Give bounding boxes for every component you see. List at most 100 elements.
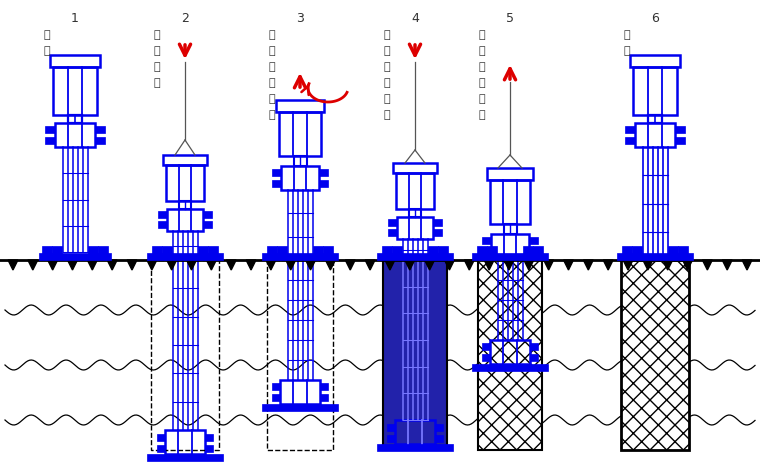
Polygon shape [445,260,454,270]
Bar [490,340,530,364]
Text: 5: 5 [506,12,514,25]
Bar [272,394,280,401]
Bar [281,166,319,190]
Bar [53,67,97,115]
Bar [393,163,437,173]
Text: 预: 预 [154,30,160,40]
Text: 1: 1 [71,12,79,25]
Bar [280,380,320,404]
Polygon shape [464,260,474,270]
Bar [179,201,191,209]
Bar [530,343,538,350]
Text: 喷: 喷 [269,30,275,40]
Text: 下: 下 [384,94,391,104]
Text: 搅: 搅 [479,62,486,72]
Text: 拌: 拌 [479,78,486,88]
Bar [533,246,543,254]
Bar [523,246,533,254]
Bar [42,246,52,254]
Bar [477,246,487,254]
Bar [98,246,108,254]
Polygon shape [127,260,137,270]
Bar [632,246,642,254]
Bar [95,126,105,133]
Text: 升: 升 [269,110,275,120]
Bar [630,55,680,67]
Bar [52,246,62,254]
Bar [167,209,203,231]
Polygon shape [226,260,236,270]
Bar [395,420,435,444]
Bar [382,246,392,254]
Polygon shape [643,260,653,270]
Text: 下: 下 [154,62,160,72]
Bar [319,180,328,187]
Bar [39,253,111,260]
Bar [158,211,167,218]
Polygon shape [345,260,355,270]
Polygon shape [504,260,514,270]
Bar [482,248,491,255]
Polygon shape [87,260,97,270]
Polygon shape [266,260,276,270]
Bar [203,211,212,218]
Text: 沉: 沉 [154,78,160,88]
Polygon shape [147,260,157,270]
Bar [435,424,443,431]
Bar [388,219,397,226]
Polygon shape [186,260,197,270]
Bar [162,246,172,254]
Text: 成: 成 [624,46,630,56]
Bar [313,246,323,254]
Bar [435,434,443,441]
Text: 上: 上 [269,94,275,104]
Bar [203,221,212,228]
Bar [472,364,548,371]
Bar [276,100,324,112]
Bar [323,246,333,254]
Text: 2: 2 [181,12,189,25]
Bar [151,260,219,450]
Bar [635,123,675,147]
Bar [622,246,632,254]
Text: 完: 完 [624,30,630,40]
Text: 就: 就 [43,30,50,40]
Bar [490,180,530,224]
Bar [50,55,100,67]
Bar [165,430,205,454]
Bar [472,253,548,260]
Bar [158,221,167,228]
Text: 搅: 搅 [384,62,391,72]
Polygon shape [306,260,315,270]
Bar [320,394,328,401]
Text: 沉: 沉 [384,110,391,120]
Bar [88,246,98,254]
Bar [530,354,538,361]
Bar [319,169,328,176]
Bar [482,237,491,244]
Bar [262,253,338,260]
Bar [272,169,281,176]
Bar [388,229,397,236]
Polygon shape [365,260,375,270]
Bar [428,246,438,254]
Bar [272,383,280,390]
Bar [633,67,677,115]
Text: 4: 4 [411,12,419,25]
Text: 升: 升 [479,110,486,120]
Polygon shape [68,260,78,270]
Bar [45,137,55,144]
Bar [205,434,213,441]
Bar [387,434,395,441]
Bar [377,253,453,260]
Bar [503,224,517,234]
Polygon shape [166,260,176,270]
Polygon shape [682,260,692,270]
Polygon shape [8,260,18,270]
Text: 拌: 拌 [384,78,391,88]
Polygon shape [543,260,553,270]
Bar [648,115,662,123]
Bar [482,354,490,361]
Bar [625,126,635,133]
Bar [433,219,442,226]
